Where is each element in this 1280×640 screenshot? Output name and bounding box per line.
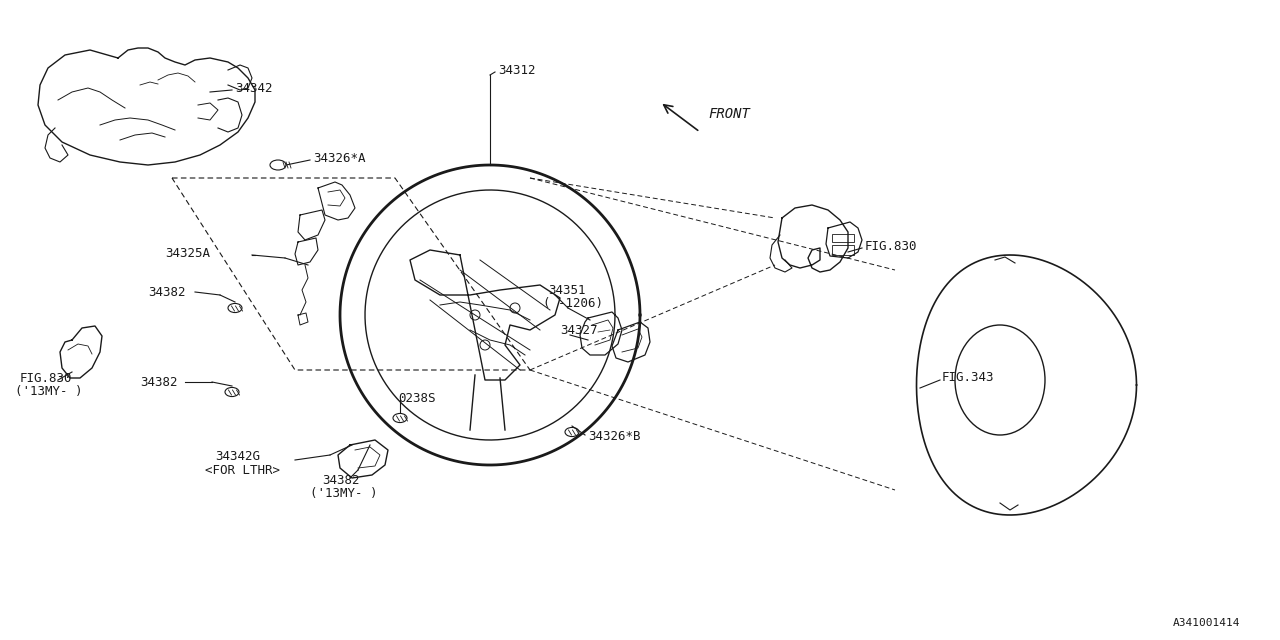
Text: ( -1206): ( -1206)	[543, 296, 603, 310]
Text: FIG.343: FIG.343	[942, 371, 995, 383]
Text: 34382: 34382	[323, 474, 360, 486]
Text: 0238S: 0238S	[398, 392, 435, 404]
Text: A341001414: A341001414	[1172, 618, 1240, 628]
Bar	[832, 245, 854, 255]
Text: FRONT: FRONT	[708, 107, 750, 121]
Bar	[832, 234, 854, 242]
Text: 34312: 34312	[498, 63, 535, 77]
Text: 34382: 34382	[140, 376, 178, 388]
Text: ('13MY- ): ('13MY- )	[15, 385, 82, 399]
Text: 34351: 34351	[548, 284, 585, 296]
Text: ('13MY- ): ('13MY- )	[310, 486, 378, 499]
Text: 34325A: 34325A	[165, 246, 210, 259]
Text: 34342: 34342	[236, 81, 273, 95]
Text: <FOR LTHR>: <FOR LTHR>	[205, 463, 280, 477]
Text: 34326*A: 34326*A	[314, 152, 366, 164]
Text: FIG.830: FIG.830	[865, 239, 918, 253]
Text: 34342G: 34342G	[215, 451, 260, 463]
Text: 34326*B: 34326*B	[588, 431, 640, 444]
Text: FIG.830: FIG.830	[20, 371, 73, 385]
Text: 34382: 34382	[148, 285, 186, 298]
Text: 34327: 34327	[561, 323, 598, 337]
